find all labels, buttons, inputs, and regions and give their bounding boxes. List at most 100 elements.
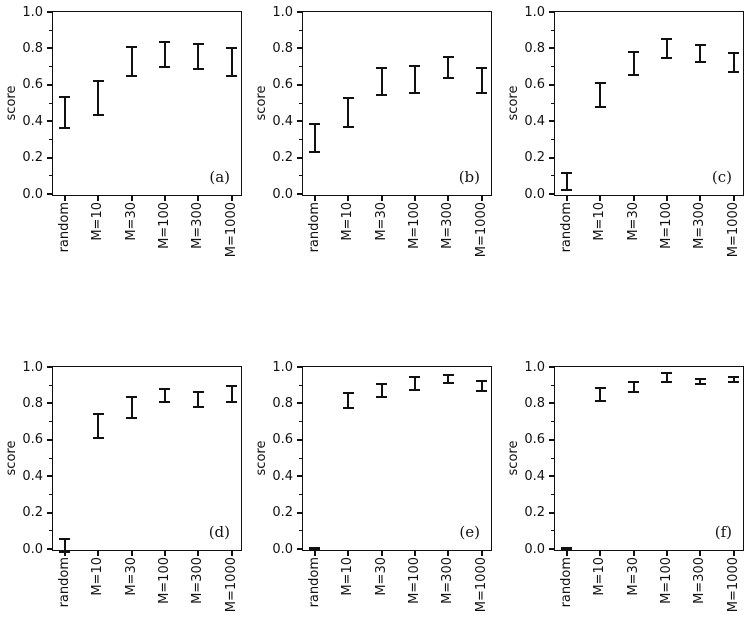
x-tick	[665, 550, 668, 556]
x-tick-label: M=100	[658, 557, 674, 604]
y-tick-label: 0.4	[272, 113, 293, 129]
y-tick-label: 0.6	[272, 432, 293, 448]
y-tick	[46, 47, 52, 50]
error-bar	[447, 56, 450, 78]
y-minor-tick	[550, 421, 554, 423]
error-bar-cap-top	[594, 81, 606, 84]
error-bar-cap-top	[376, 383, 388, 386]
panel-label: (c)	[711, 168, 732, 186]
error-bar-cap-bottom	[59, 127, 71, 130]
x-tick	[313, 195, 316, 201]
x-tick	[732, 550, 735, 556]
x-tick	[63, 550, 66, 556]
x-tick	[197, 550, 200, 556]
y-tick	[548, 83, 554, 86]
y-tick-label: 0.0	[524, 541, 545, 557]
x-tick-label: M=1000	[223, 557, 239, 613]
y-minor-tick	[48, 66, 52, 68]
x-tick	[97, 550, 100, 556]
error-bar-cap-top	[59, 95, 71, 98]
y-tick-label: 1.0	[524, 359, 545, 375]
y-tick-label: 0.0	[272, 186, 293, 202]
y-tick-label: 0.4	[22, 468, 43, 484]
y-axis-label: score	[4, 440, 19, 476]
x-tick	[447, 550, 450, 556]
x-tick	[699, 550, 702, 556]
error-bar	[413, 65, 416, 93]
error-bar	[97, 81, 100, 115]
x-tick-label: M=100	[156, 202, 172, 249]
y-tick	[46, 548, 52, 550]
error-bar-cap-top	[92, 80, 104, 83]
error-bar-cap-bottom	[226, 400, 238, 403]
error-bar-cap-bottom	[561, 189, 573, 192]
error-bar-cap-top	[661, 38, 673, 41]
y-tick	[548, 193, 554, 195]
x-tick	[565, 550, 568, 556]
error-bar-cap-bottom	[126, 416, 138, 419]
x-tick	[313, 550, 316, 556]
x-tick	[130, 550, 133, 556]
y-tick-label: 1.0	[272, 359, 293, 375]
x-tick-label: random	[306, 557, 322, 608]
y-tick	[296, 366, 302, 368]
y-minor-tick	[550, 102, 554, 104]
x-tick-label: random	[306, 202, 322, 253]
error-bar-cap-bottom	[594, 399, 606, 402]
y-tick-label: 0.6	[22, 432, 43, 448]
y-tick	[296, 475, 302, 478]
y-tick-label: 0.8	[524, 395, 545, 411]
error-bar-cap-bottom	[442, 76, 454, 79]
error-bar-cap-top	[476, 379, 488, 382]
error-bar-cap-top	[476, 66, 488, 69]
error-bar-cap-top	[59, 537, 71, 540]
error-bar-cap-top	[594, 386, 606, 389]
y-tick-label: 0.2	[524, 505, 545, 521]
error-bar	[599, 387, 602, 401]
panel-label: (f)	[714, 523, 732, 541]
error-bar-cap-bottom	[728, 381, 740, 384]
x-tick-label: M=300	[190, 202, 206, 249]
x-tick-label: M=100	[658, 202, 674, 249]
error-bar-cap-bottom	[192, 68, 204, 71]
error-bar-cap-bottom	[409, 91, 421, 94]
x-tick	[699, 195, 702, 201]
y-minor-tick	[48, 384, 52, 386]
y-tick-label: 0.6	[524, 77, 545, 93]
y-tick-label: 0.4	[272, 468, 293, 484]
y-tick	[296, 511, 302, 514]
y-minor-tick	[298, 384, 302, 386]
y-minor-tick	[550, 29, 554, 31]
error-bar-cap-bottom	[376, 93, 388, 96]
x-tick-label: M=30	[625, 202, 641, 241]
x-tick-label: M=10	[592, 202, 608, 241]
error-bar	[447, 375, 450, 384]
error-bar-cap-bottom	[59, 550, 71, 553]
y-tick	[296, 156, 302, 159]
y-tick-label: 0.8	[272, 40, 293, 56]
error-bar	[380, 384, 383, 398]
y-tick-label: 0.4	[524, 113, 545, 129]
y-tick-label: 0.8	[272, 395, 293, 411]
x-tick-label: M=300	[692, 557, 708, 604]
y-tick	[548, 511, 554, 514]
error-bar	[480, 67, 483, 93]
x-tick	[480, 195, 483, 201]
y-tick	[296, 47, 302, 50]
error-bar-cap-bottom	[661, 57, 673, 60]
x-tick-label: M=30	[373, 557, 389, 596]
error-bar-cap-bottom	[476, 389, 488, 392]
y-minor-tick	[298, 66, 302, 68]
x-tick	[63, 195, 66, 201]
x-tick-label: M=10	[592, 557, 608, 596]
y-minor-tick	[298, 175, 302, 177]
error-bar	[313, 123, 316, 153]
axes-box	[301, 10, 492, 196]
y-tick	[548, 438, 554, 441]
error-bar-cap-top	[728, 376, 740, 378]
error-bar-cap-bottom	[126, 74, 138, 77]
y-minor-tick	[550, 457, 554, 459]
y-tick-label: 0.2	[272, 505, 293, 521]
y-tick	[46, 193, 52, 195]
x-tick	[599, 550, 602, 556]
